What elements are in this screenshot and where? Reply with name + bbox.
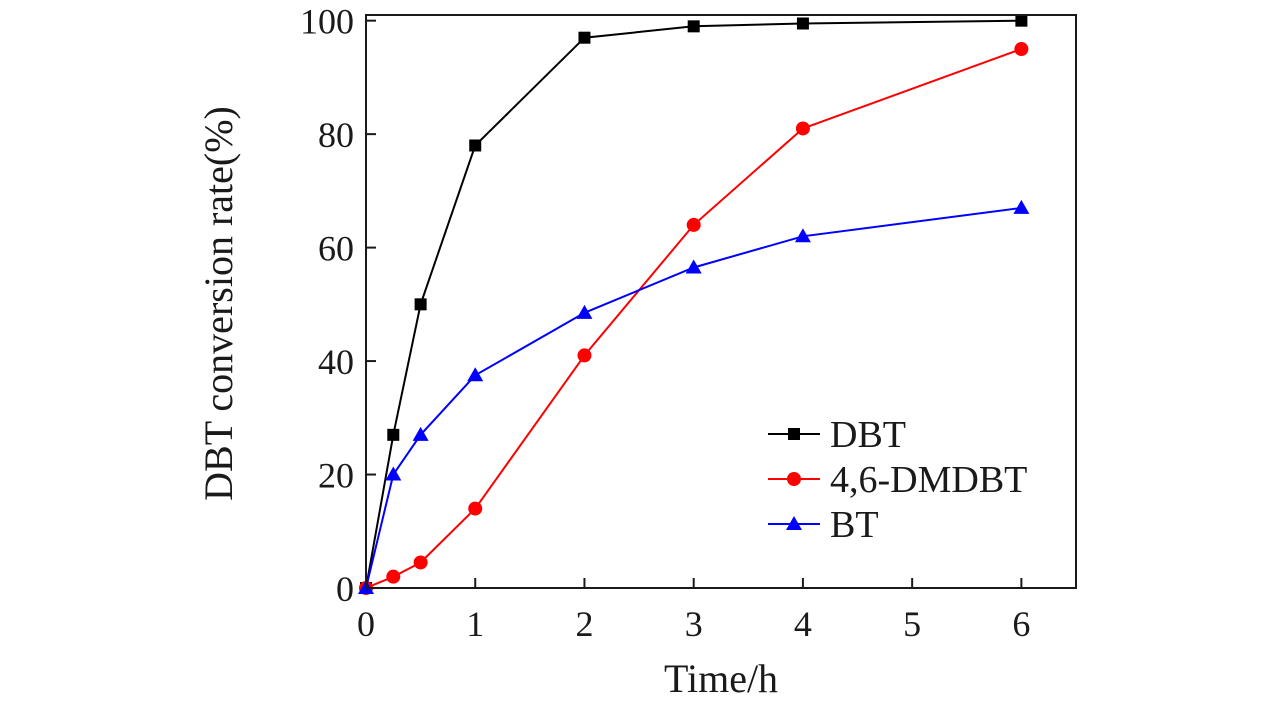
y-tick-label: 40 bbox=[318, 342, 354, 382]
x-axis-label: Time/h bbox=[664, 656, 778, 701]
y-axis: 0 20 40 60 80 100 bbox=[300, 2, 376, 609]
x-tick-label: 0 bbox=[357, 604, 375, 644]
data-point bbox=[412, 426, 429, 441]
y-tick-label: 80 bbox=[318, 115, 354, 155]
y-tick-label: 100 bbox=[300, 2, 354, 42]
y-tick-label: 20 bbox=[318, 456, 354, 496]
series-bt bbox=[358, 199, 1030, 594]
y-tick-label: 60 bbox=[318, 229, 354, 269]
data-point bbox=[576, 304, 593, 319]
data-point bbox=[687, 20, 700, 33]
legend-label: DBT bbox=[830, 414, 906, 456]
data-point bbox=[795, 121, 810, 136]
data-point bbox=[414, 298, 427, 311]
data-point bbox=[386, 569, 401, 584]
legend-label: BT bbox=[830, 504, 879, 546]
legend-label: 4,6-DMDBT bbox=[830, 459, 1027, 501]
legend-marker bbox=[786, 516, 802, 530]
data-point bbox=[413, 555, 428, 570]
legend-marker bbox=[787, 472, 801, 486]
data-point bbox=[685, 259, 702, 274]
plot-frame bbox=[365, 14, 1077, 589]
x-tick-label: 6 bbox=[1012, 604, 1030, 644]
x-tick-label: 1 bbox=[466, 604, 484, 644]
data-point bbox=[387, 428, 400, 441]
data-point bbox=[467, 367, 484, 382]
data-point bbox=[1014, 42, 1029, 57]
legend-item: BT bbox=[768, 504, 879, 546]
data-point bbox=[577, 348, 592, 363]
data-point bbox=[1013, 199, 1030, 214]
series-line bbox=[365, 48, 1022, 589]
x-tick-label: 4 bbox=[794, 604, 812, 644]
x-axis: 0 1 2 3 4 5 6 bbox=[357, 578, 1030, 644]
legend-item: 4,6-DMDBT bbox=[768, 459, 1027, 501]
series-line bbox=[365, 206, 1022, 589]
data-point bbox=[796, 17, 809, 30]
data-point bbox=[794, 228, 811, 243]
series-dbt bbox=[360, 14, 1028, 594]
series-line bbox=[365, 19, 1022, 589]
plot-marks bbox=[358, 14, 1030, 595]
x-tick-label: 5 bbox=[903, 604, 921, 644]
data-point bbox=[578, 31, 591, 44]
data-point bbox=[686, 217, 701, 232]
data-point bbox=[385, 466, 402, 481]
legend-marker bbox=[788, 428, 800, 440]
x-tick-label: 3 bbox=[685, 604, 703, 644]
series-4-6-dmdbt bbox=[359, 42, 1029, 595]
y-axis-label: DBT conversion rate(%) bbox=[196, 106, 241, 501]
data-point bbox=[468, 501, 483, 516]
y-tick-label: 0 bbox=[336, 569, 354, 609]
x-tick-label: 2 bbox=[575, 604, 593, 644]
data-point bbox=[469, 139, 482, 152]
data-point bbox=[1015, 14, 1028, 27]
legend-item: DBT bbox=[768, 414, 906, 456]
